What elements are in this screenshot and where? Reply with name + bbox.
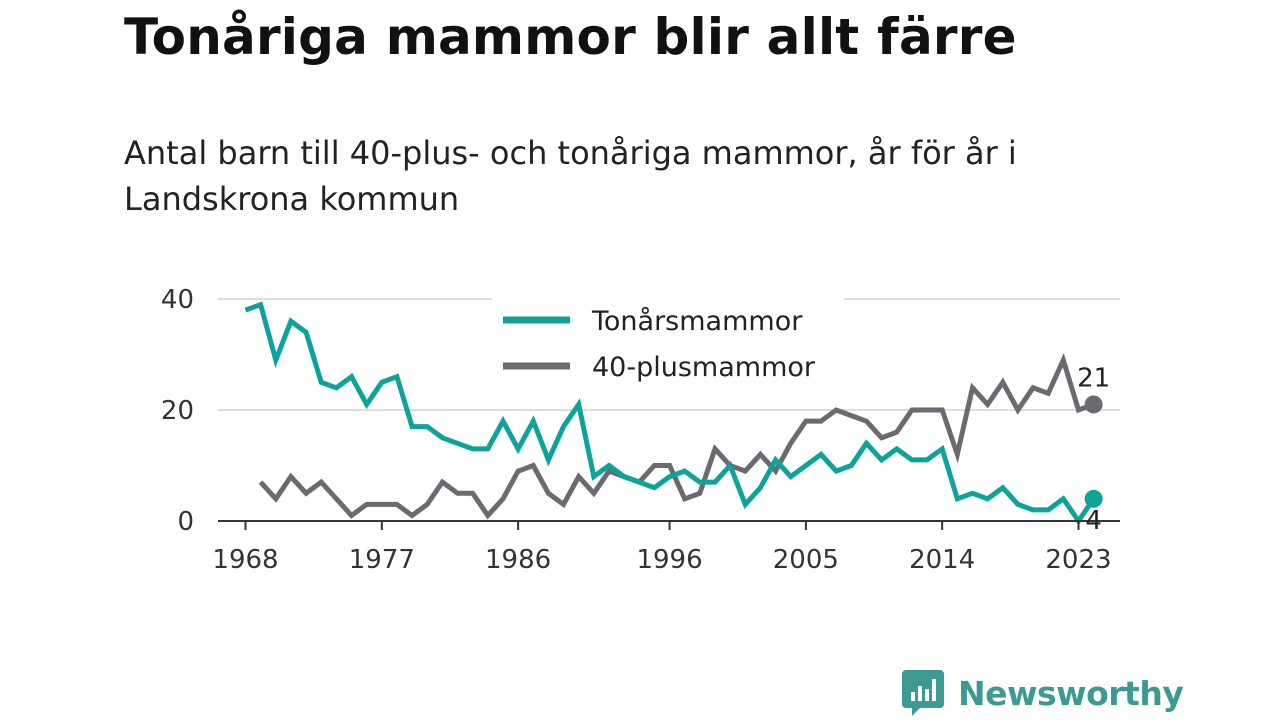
y-tick-label: 40 — [161, 285, 194, 315]
x-tick-label: 2005 — [773, 545, 839, 575]
x-tick-label: 1977 — [349, 545, 415, 575]
series-line-40-plusmammor — [258, 353, 1095, 520]
x-tick-label: 1986 — [485, 545, 551, 575]
end-point-40-plusmammor — [1084, 395, 1103, 414]
x-tick-label: 2014 — [909, 545, 975, 575]
end-markers: 4 21 — [1077, 363, 1110, 535]
axes: 0 20 40 1968 1977 1986 1996 2005 2014 2023 — [161, 285, 1120, 575]
legend-label-tonarsmammor: Tonårsmammor — [591, 306, 803, 337]
end-point-tonarsmammor — [1084, 489, 1103, 508]
page-subtitle: Antal barn till 40-plus- och tonåriga ma… — [124, 134, 1017, 218]
newsworthy-logo-icon — [902, 670, 944, 716]
end-value-label: 21 — [1077, 363, 1110, 393]
brand-name: Newsworthy — [958, 673, 1184, 713]
chart-legend: Tonårsmammor 40-plusmammor — [492, 296, 844, 388]
x-tick-label: 1996 — [636, 545, 702, 575]
end-value-label: 4 — [1085, 506, 1102, 536]
y-tick-label: 0 — [177, 507, 194, 537]
x-tick-label: 1968 — [212, 545, 278, 575]
newsworthy-brand: Newsworthy — [902, 670, 1184, 716]
legend-label-40-plusmammor: 40-plusmammor — [592, 352, 816, 383]
x-tick-label: 2023 — [1045, 545, 1111, 575]
page-title: Tonåriga mammor blir allt färre — [124, 8, 1017, 66]
y-tick-label: 20 — [161, 396, 194, 426]
series-line-tonarsmammor — [244, 301, 1096, 526]
legend-background — [492, 296, 844, 388]
series-lines — [244, 301, 1096, 526]
